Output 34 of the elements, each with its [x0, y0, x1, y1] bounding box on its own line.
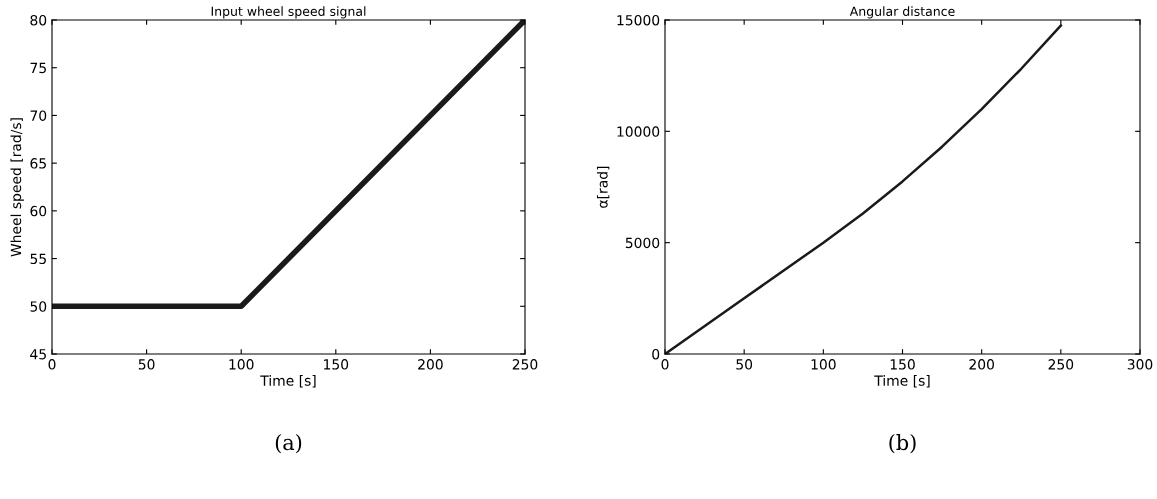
y-tick-label: 80	[30, 14, 47, 26]
x-tick-label: 0	[661, 359, 669, 370]
y-tick-label: 55	[30, 253, 46, 265]
x-tick-label: 250	[512, 359, 538, 370]
y-axis-title: α[rad]	[596, 166, 610, 208]
y-tick-label: 5000	[625, 237, 660, 249]
chart-title: Angular distance	[849, 6, 955, 19]
y-tick-label: 10000	[617, 126, 660, 137]
y-tick-label: 0	[652, 348, 660, 360]
x-tick-label: 50	[138, 359, 155, 370]
y-axis-title: Wheel speed [rad/s]	[10, 118, 24, 257]
x-tick-label: 300	[1127, 359, 1153, 370]
y-tick-label: 50	[30, 301, 47, 312]
text: (a)	[275, 434, 302, 454]
y-tick-label: 70	[30, 110, 47, 121]
x-tick-label: 200	[418, 359, 443, 370]
x-tick-label: 100	[229, 359, 254, 370]
x-tick-label: 150	[324, 359, 349, 370]
x-tick-label: 200	[969, 359, 994, 370]
text: (b)	[889, 434, 916, 454]
x-tick-label: 0	[48, 359, 56, 370]
x-axis-title: Time [s]	[874, 375, 930, 388]
y-tick-label: 45	[30, 349, 46, 360]
y-tick-label: 75	[30, 62, 46, 74]
x-tick-label: 50	[736, 359, 753, 370]
chart-title: Input wheel speed signal	[211, 6, 366, 19]
y-tick-label: 60	[30, 205, 47, 217]
x-tick-label: 150	[890, 359, 915, 370]
x-axis-title: Time [s]	[260, 375, 316, 388]
y-tick-label: 15000	[617, 14, 660, 26]
y-tick-label: 65	[30, 158, 46, 169]
line-series	[665, 24, 1063, 354]
x-tick-label: 100	[811, 359, 836, 370]
x-tick-label: 250	[1048, 359, 1074, 370]
